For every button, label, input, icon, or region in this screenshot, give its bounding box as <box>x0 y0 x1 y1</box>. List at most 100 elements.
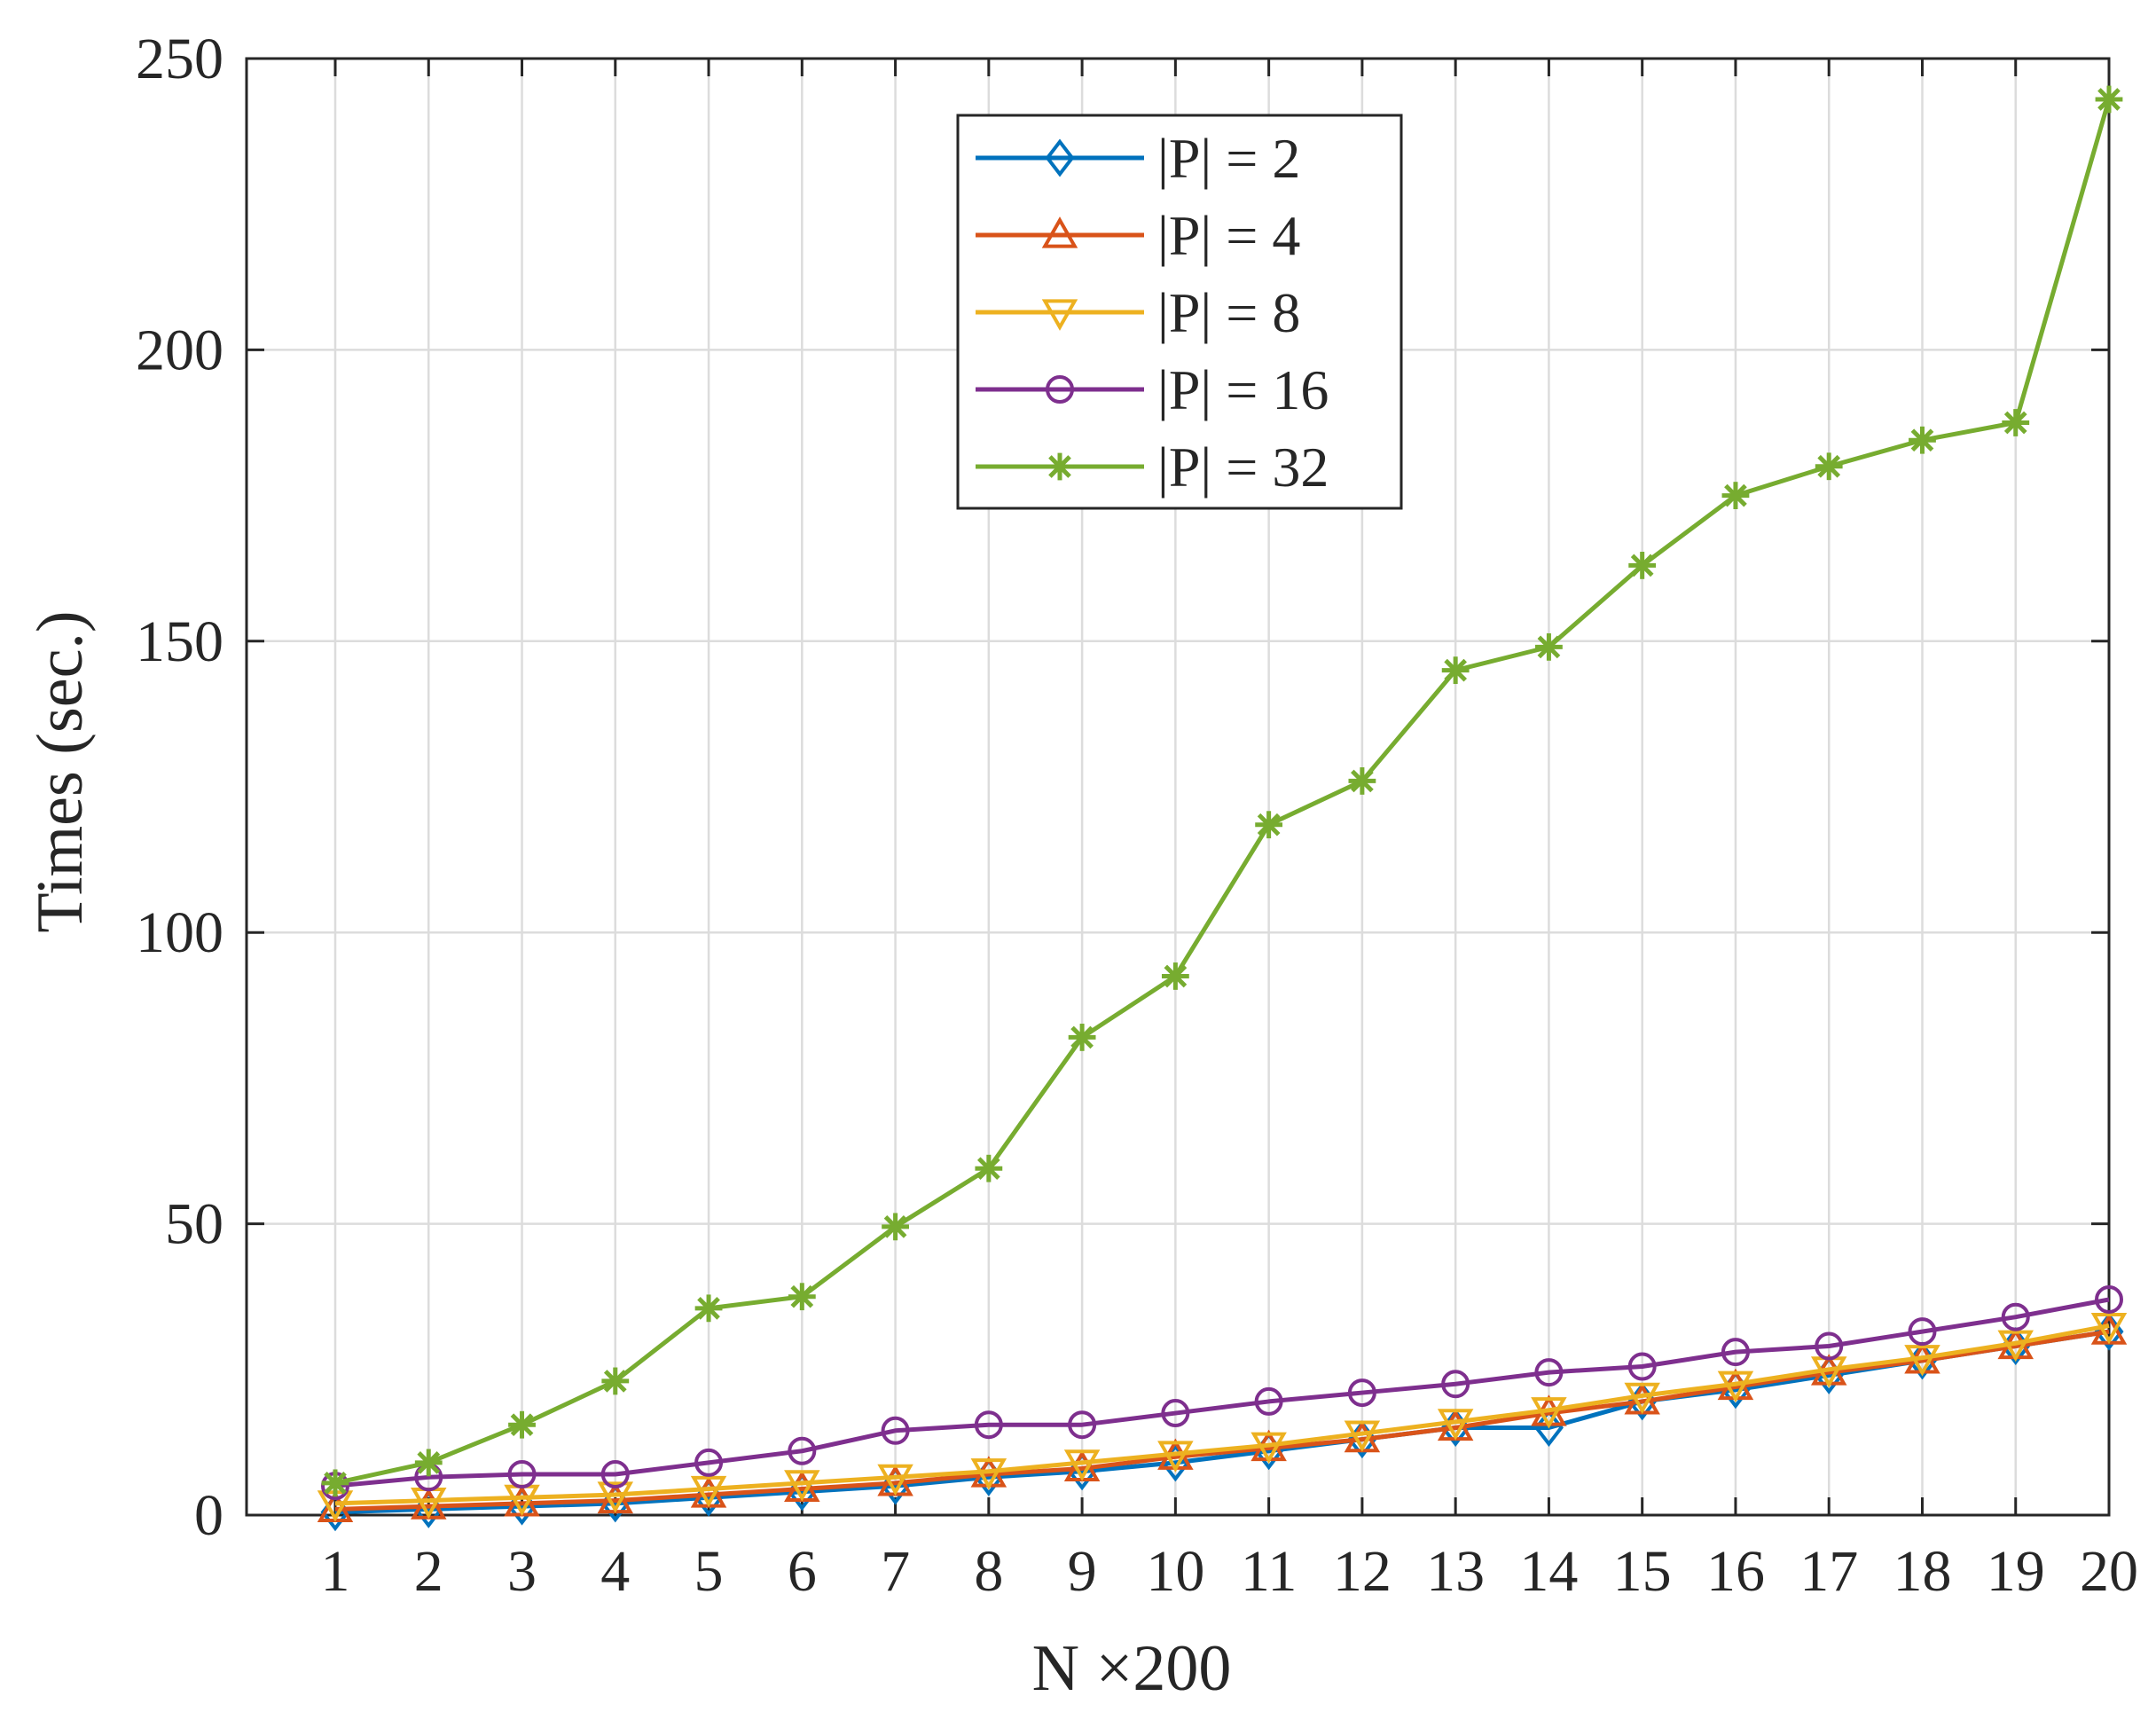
series-2 <box>317 1313 2128 1523</box>
data-point <box>597 1481 634 1513</box>
data-point <box>1815 452 1843 481</box>
data-point <box>2002 409 2030 436</box>
data-point <box>1250 1432 1287 1465</box>
data-point <box>1908 1317 1937 1347</box>
y-axis-label: Times (sec.) <box>24 610 97 932</box>
x-tick-label: 16 <box>1706 1539 1765 1604</box>
data-point <box>881 1416 910 1445</box>
data-point <box>507 1460 537 1489</box>
data-point <box>1161 1399 1190 1428</box>
series-line <box>334 1329 2110 1515</box>
legend-entry: |P| = 2 <box>976 127 1300 190</box>
data-point <box>2001 1302 2030 1331</box>
asterisk-stroke <box>790 1284 814 1308</box>
asterisk-stroke <box>1630 554 1654 577</box>
data-point <box>1068 1024 1096 1051</box>
legend-entry: |P| = 4 <box>976 204 1300 267</box>
asterisk-stroke <box>1351 769 1374 793</box>
x-tick-label: 6 <box>788 1539 817 1604</box>
data-point <box>1045 138 1075 177</box>
data-point <box>694 1294 723 1323</box>
data-point <box>1531 1397 1567 1429</box>
data-point <box>1068 1410 1097 1440</box>
legend-label: |P| = 4 <box>1157 204 1300 267</box>
asterisk-stroke <box>1724 483 1747 507</box>
x-tick-label: 17 <box>1799 1539 1858 1604</box>
data-point <box>1437 1409 1474 1441</box>
legend-entry: |P| = 32 <box>976 436 1329 499</box>
data-point <box>1815 1331 1844 1361</box>
y-tick-label: 200 <box>136 318 223 382</box>
data-point <box>1717 1371 1754 1403</box>
data-point <box>601 1367 630 1395</box>
asterisk-stroke <box>1817 454 1841 478</box>
data-point <box>1161 962 1189 990</box>
data-point <box>975 1154 1003 1182</box>
asterisk-stroke <box>1257 813 1281 836</box>
x-tick-label: 20 <box>2080 1539 2138 1604</box>
asterisk-stroke <box>976 1157 1000 1181</box>
series-3 <box>317 1312 2128 1522</box>
series-lines <box>317 85 2128 1532</box>
x-tick-label: 10 <box>1146 1539 1204 1604</box>
data-point <box>1721 482 1750 509</box>
asterisk-stroke <box>417 1451 441 1474</box>
data-point <box>1255 811 1283 839</box>
data-point <box>1441 1370 1470 1399</box>
y-tick-label: 100 <box>136 900 223 965</box>
legend: |P| = 2 |P| = 4 |P| = 8 |P| = 16 |P| = 32 <box>956 114 1403 510</box>
legend-entry: |P| = 8 <box>976 281 1300 344</box>
data-point <box>694 1448 724 1477</box>
data-point <box>414 1449 443 1477</box>
series-line <box>334 98 2112 1486</box>
data-point <box>2090 1312 2128 1345</box>
x-tick-label: 9 <box>1068 1539 1097 1604</box>
data-point <box>1254 1386 1283 1416</box>
asterisk-stroke <box>1444 658 1468 682</box>
asterisk-stroke <box>1910 428 1934 452</box>
x-tick-label: 13 <box>1426 1539 1485 1604</box>
data-point <box>321 1469 349 1497</box>
x-axis-label: N ×200 <box>1032 1632 1232 1705</box>
data-point <box>1624 1382 1660 1415</box>
plot-frame <box>245 57 2111 1517</box>
series-line <box>334 1323 2110 1506</box>
data-point <box>1997 1330 2034 1363</box>
data-point <box>1441 656 1470 685</box>
asterisk-stroke <box>603 1370 627 1393</box>
series-line <box>334 1329 2110 1512</box>
data-point <box>690 1475 727 1508</box>
legend-label: |P| = 8 <box>1157 281 1300 344</box>
x-tick-label: 12 <box>1333 1539 1392 1604</box>
x-tick-label: 14 <box>1519 1539 1578 1604</box>
legend-entry: |P| = 16 <box>976 358 1329 421</box>
asterisk-stroke <box>510 1413 534 1437</box>
asterisk-stroke <box>1070 1025 1094 1049</box>
asterisk-stroke <box>2097 88 2121 111</box>
data-point <box>974 1410 1003 1440</box>
data-point <box>877 1464 913 1496</box>
x-tick-label: 3 <box>507 1539 537 1604</box>
data-point <box>1348 767 1376 795</box>
data-point <box>1157 1441 1194 1473</box>
data-point <box>1721 1338 1750 1367</box>
asterisk-stroke <box>324 1472 347 1495</box>
data-point <box>1535 632 1563 661</box>
data-point <box>970 1458 1007 1490</box>
data-point <box>600 1460 630 1489</box>
legend-label: |P| = 16 <box>1157 358 1329 421</box>
x-tick-label: 4 <box>600 1539 630 1604</box>
data-point <box>1904 1345 1940 1377</box>
y-tick-label: 0 <box>194 1483 223 1548</box>
x-tick-label: 19 <box>1987 1539 2045 1604</box>
x-tick-label: 1 <box>321 1539 350 1604</box>
asterisk-stroke <box>883 1215 907 1238</box>
asterisk-stroke <box>1164 964 1188 988</box>
x-tick-label: 2 <box>414 1539 443 1604</box>
series-5 <box>321 85 2123 1497</box>
x-tick-label: 5 <box>694 1539 724 1604</box>
asterisk-stroke <box>1048 455 1071 478</box>
data-point <box>1627 1352 1657 1381</box>
y-tick-label: 250 <box>136 27 223 91</box>
